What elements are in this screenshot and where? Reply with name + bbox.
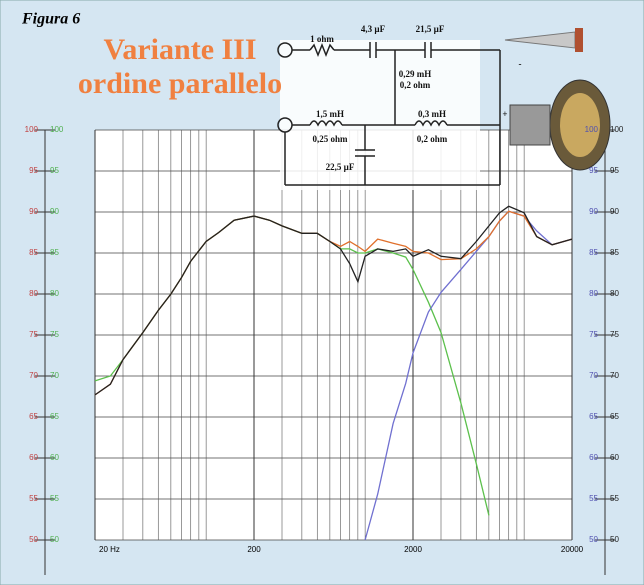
y-tick-label: 55: [589, 494, 598, 503]
y-tick-label: 90: [610, 207, 619, 216]
y-tick-label: 55: [610, 494, 619, 503]
y-tick-label: 95: [29, 166, 38, 175]
y-tick-label: 85: [610, 248, 619, 257]
y-tick-label: 70: [589, 371, 598, 380]
circuit-label: +: [502, 109, 507, 119]
y-tick-label: 65: [589, 412, 598, 421]
circuit-label: -: [519, 59, 522, 69]
y-tick-label: 80: [29, 289, 38, 298]
chart-title: Variante III: [103, 33, 256, 66]
y-tick-label: 55: [29, 494, 38, 503]
y-tick-label: 75: [29, 330, 38, 339]
circuit-label: 0,29 mH: [399, 69, 432, 79]
figure-label: Figura 6: [21, 11, 80, 28]
circuit-label: 1 ohm: [310, 34, 334, 44]
y-tick-label: 70: [610, 371, 619, 380]
x-tick-label: 200: [247, 545, 261, 554]
y-tick-label: 80: [589, 289, 598, 298]
y-tick-label: 100: [585, 125, 599, 134]
circuit-label: 1,5 mH: [316, 109, 344, 119]
y-tick-label: 55: [50, 494, 59, 503]
circuit-label: 0,3 mH: [418, 109, 446, 119]
curves: [94, 205, 573, 541]
circuit-label: 0,2 ohm: [417, 134, 448, 144]
y-tick-label: 50: [610, 535, 619, 544]
circuit-label: 0,25 ohm: [312, 134, 348, 144]
y-tick-label: 90: [29, 207, 38, 216]
y-tick-label: 50: [589, 535, 598, 544]
y-tick-label: 90: [50, 207, 59, 216]
y-tick-label: 100: [50, 125, 64, 134]
circuit-label: 0,2 ohm: [400, 80, 431, 90]
y-tick-label: 70: [29, 371, 38, 380]
y-tick-label: 85: [589, 248, 598, 257]
x-tick-label: 20 Hz: [99, 545, 120, 554]
circuit-label: 21,5 µF: [416, 24, 445, 34]
y-tick-label: 90: [589, 207, 598, 216]
y-tick-label: 80: [50, 289, 59, 298]
tweeter-icon: [504, 28, 583, 52]
circuit: [277, 40, 501, 190]
y-tick-label: 95: [610, 166, 619, 175]
y-tick-label: 60: [29, 453, 38, 462]
y-tick-label: 60: [50, 453, 59, 462]
y-tick-label: 100: [25, 125, 39, 134]
circuit-label: 4,3 µF: [361, 24, 386, 34]
y-tick-label: 70: [50, 371, 59, 380]
y-tick-label: 95: [50, 166, 59, 175]
y-tick-label: 85: [29, 248, 38, 257]
y-tick-label: 95: [589, 166, 598, 175]
y-tick-label: 80: [610, 289, 619, 298]
y-tick-label: 100: [610, 125, 624, 134]
x-tick-label: 2000: [404, 545, 422, 554]
y-tick-label: 85: [50, 248, 59, 257]
y-tick-label: 75: [610, 330, 619, 339]
y-tick-label: 75: [589, 330, 598, 339]
grid: [35, 129, 615, 541]
y-tick-label: 75: [50, 330, 59, 339]
series-line: [94, 205, 573, 396]
y-tick-label: 65: [29, 412, 38, 421]
y-tick-label: 50: [50, 535, 59, 544]
y-tick-label: 65: [610, 412, 619, 421]
y-tick-label: 60: [589, 453, 598, 462]
chart-subtitle: ordine parallelo: [78, 67, 282, 100]
woofer-icon: [509, 79, 611, 171]
y-tick-label: 50: [29, 535, 38, 544]
y-tick-label: 65: [50, 412, 59, 421]
x-tick-label: 20000: [561, 545, 584, 554]
circuit-label: 22,5 µF: [326, 162, 355, 172]
y-tick-label: 60: [610, 453, 619, 462]
